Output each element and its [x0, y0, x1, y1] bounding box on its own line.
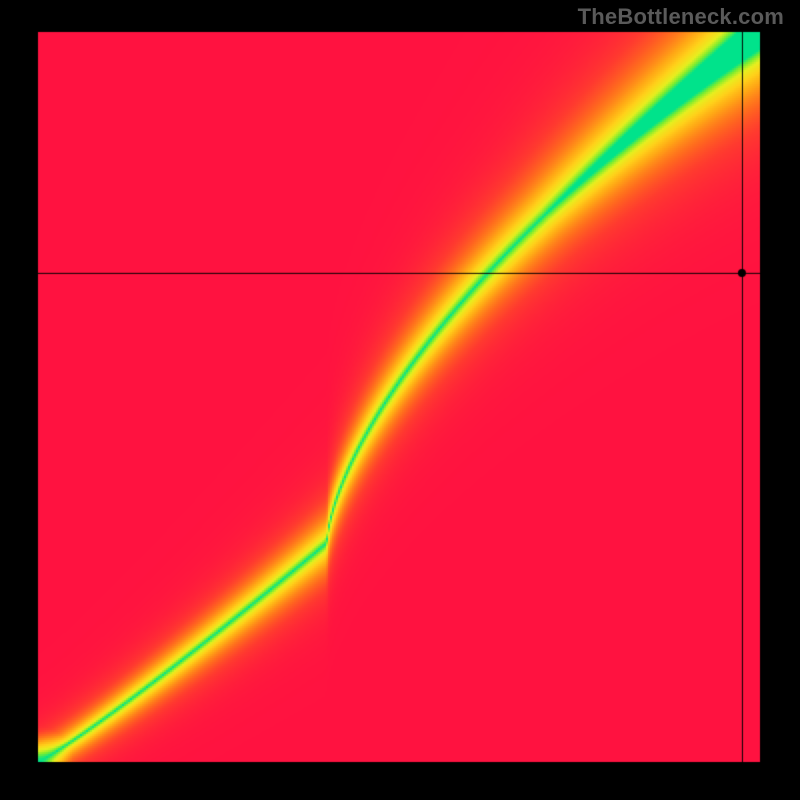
chart-container: TheBottleneck.com [0, 0, 800, 800]
bottleneck-heatmap [0, 0, 800, 800]
watermark-text: TheBottleneck.com [578, 4, 784, 30]
